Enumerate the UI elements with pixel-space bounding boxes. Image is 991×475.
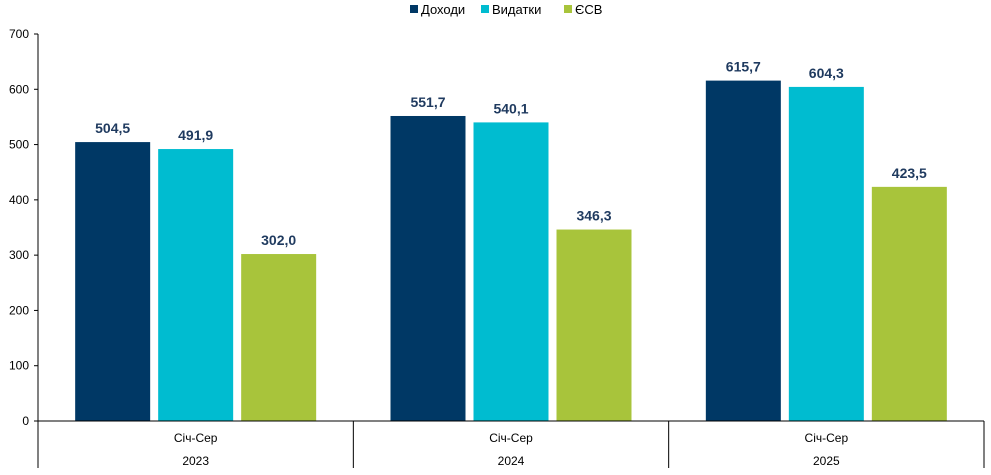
y-tick-label: 0 bbox=[22, 414, 29, 428]
bar bbox=[871, 186, 947, 421]
x-group-label: 2025 bbox=[813, 454, 840, 468]
y-axis: 0 100 200 300 400 500 600 700 bbox=[9, 27, 39, 428]
data-label: 604,3 bbox=[809, 65, 844, 81]
bar bbox=[390, 115, 466, 422]
bars: 504,5 491,9 302,0 551,7 540,1 346,3 615,7 604,3… bbox=[75, 59, 947, 422]
data-label: 346,3 bbox=[576, 208, 611, 224]
legend-swatch bbox=[410, 5, 418, 13]
data-label: 504,5 bbox=[95, 120, 130, 136]
bar bbox=[241, 254, 317, 421]
bar bbox=[473, 122, 549, 421]
legend-label: ЄСВ bbox=[575, 2, 602, 17]
y-tick-label: 300 bbox=[9, 248, 29, 262]
bar bbox=[75, 142, 151, 422]
x-category-label: Січ-Сер bbox=[489, 431, 533, 445]
x-category-label: Січ-Сер bbox=[805, 431, 849, 445]
x-category-label: Січ-Сер bbox=[174, 431, 218, 445]
data-label: 540,1 bbox=[493, 100, 528, 116]
legend-label: Доходи bbox=[421, 2, 465, 17]
y-tick-label: 700 bbox=[9, 27, 29, 41]
y-tick-label: 100 bbox=[9, 359, 29, 373]
legend-swatch bbox=[564, 5, 572, 13]
x-group-label: 2024 bbox=[498, 454, 525, 468]
data-label: 302,0 bbox=[261, 232, 296, 248]
data-label: 491,9 bbox=[178, 127, 213, 143]
legend-swatch bbox=[481, 5, 489, 13]
data-label: 615,7 bbox=[726, 59, 761, 75]
y-tick-label: 600 bbox=[9, 82, 29, 96]
bar bbox=[556, 229, 632, 421]
x-group-label: 2023 bbox=[182, 454, 209, 468]
data-label: 423,5 bbox=[892, 165, 927, 181]
y-tick-label: 200 bbox=[9, 303, 29, 317]
bar bbox=[158, 149, 234, 422]
legend-label: Видатки bbox=[492, 2, 541, 17]
y-tick-label: 400 bbox=[9, 193, 29, 207]
x-axis: Січ-Сер 2023 Січ-Сер 2024 Січ-Сер 2025 bbox=[37, 420, 985, 468]
data-label: 551,7 bbox=[410, 94, 445, 110]
bar bbox=[705, 80, 781, 421]
legend: Доходи Видатки ЄСВ bbox=[410, 2, 602, 17]
bar bbox=[788, 86, 864, 421]
y-tick-label: 500 bbox=[9, 138, 29, 152]
